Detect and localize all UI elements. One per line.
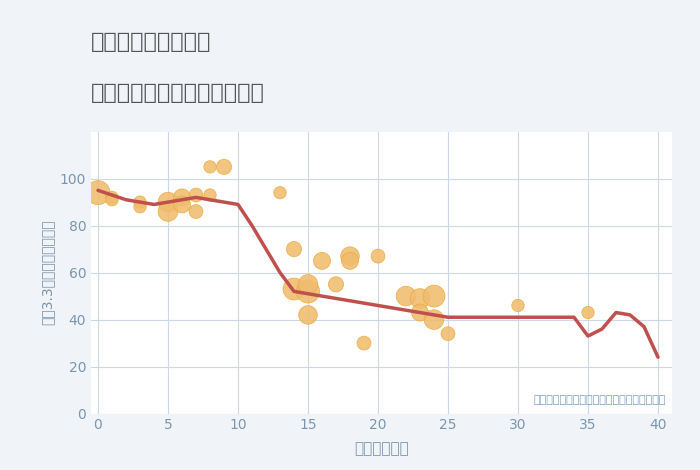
Point [162, 208, 174, 215]
Point [316, 257, 328, 265]
Point [302, 288, 314, 295]
Point [190, 208, 202, 215]
Text: 築年数別中古マンション価格: 築年数別中古マンション価格 [91, 83, 265, 103]
Point [344, 257, 356, 265]
X-axis label: 築年数（年）: 築年数（年） [354, 441, 409, 456]
Point [582, 309, 594, 316]
Point [176, 194, 188, 201]
Point [414, 295, 426, 302]
Point [176, 201, 188, 208]
Point [92, 189, 104, 196]
Point [288, 245, 300, 253]
Point [190, 191, 202, 199]
Point [134, 198, 146, 206]
Point [106, 194, 118, 201]
Text: 千葉県市原市江子田: 千葉県市原市江子田 [91, 31, 211, 52]
Point [428, 292, 440, 300]
Point [162, 198, 174, 206]
Text: 円の大きさは、取引のあった物件面積を示す: 円の大きさは、取引のあった物件面積を示す [533, 395, 666, 405]
Point [218, 163, 230, 171]
Point [274, 189, 286, 196]
Point [414, 309, 426, 316]
Point [106, 196, 118, 204]
Point [204, 163, 216, 171]
Point [428, 316, 440, 323]
Point [134, 203, 146, 211]
Y-axis label: 坪（3.3㎡）単価（万円）: 坪（3.3㎡）単価（万円） [40, 220, 54, 325]
Point [344, 252, 356, 260]
Point [442, 330, 454, 337]
Point [302, 281, 314, 288]
Point [204, 191, 216, 199]
Point [372, 252, 384, 260]
Point [288, 285, 300, 293]
Point [330, 281, 342, 288]
Point [358, 339, 370, 347]
Point [302, 311, 314, 319]
Point [512, 302, 524, 309]
Point [400, 292, 412, 300]
